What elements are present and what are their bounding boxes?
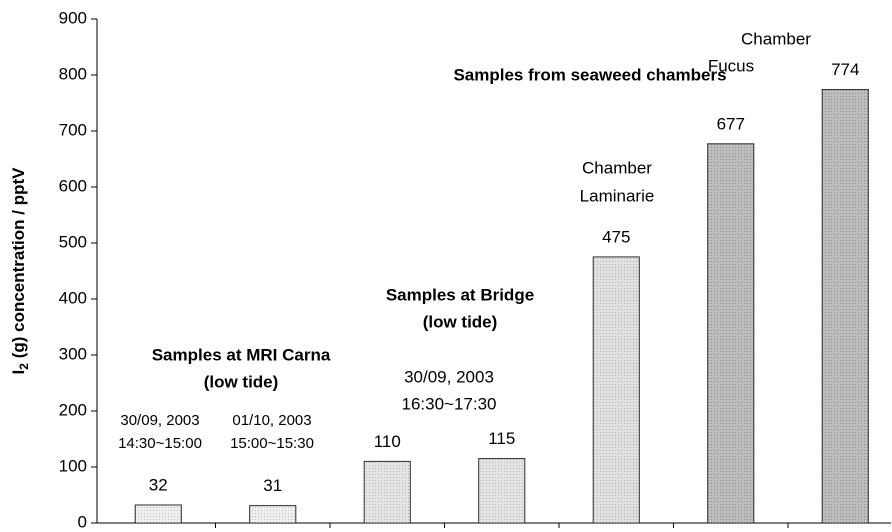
bar-group [592,256,640,524]
bar-texture [364,461,411,523]
annotation: (low tide) [204,372,279,391]
annotation: 16:30~17:30 [401,394,496,413]
bar-texture [478,458,525,523]
value-label: 677 [717,114,745,133]
y-tick-label: 0 [78,512,87,531]
bar-texture [135,505,182,523]
y-axis-label-main: I [9,370,28,375]
value-label: 31 [263,476,282,495]
y-tick-label: 700 [59,120,87,139]
y-tick-label: 400 [59,288,87,307]
annotation: Samples at Bridge [386,285,534,304]
annotation: Fucus [708,56,754,75]
bar-texture [707,143,754,523]
value-label: 110 [374,432,401,451]
y-axis-label-sub: 2 [17,363,31,370]
y-tick-label: 100 [59,456,87,475]
bar-group [821,89,869,524]
annotation: Laminarie [580,186,655,205]
y-tick-label: 200 [59,400,87,419]
y-tick-label: 500 [59,232,87,251]
annotation: Chamber [582,158,652,177]
bar-group [478,458,526,524]
y-axis-label: I2 (g) concentration / pptV [9,167,31,375]
annotation: 15:00~15:30 [230,435,314,452]
annotation: 14:30~15:00 [118,435,202,452]
y-tick-label: 600 [59,176,87,195]
annotation: Samples from seaweed chambers [453,65,726,84]
bar-texture [593,257,640,523]
annotation: (low tide) [423,312,498,331]
y-tick-label: 900 [59,8,87,27]
bar-texture [249,505,296,523]
value-label: 32 [149,476,168,495]
value-label: 774 [831,60,859,79]
annotation: Samples at MRI Carna [152,345,331,364]
bar-group [249,505,297,524]
y-tick-label: 300 [59,344,87,363]
value-label: 115 [488,429,515,448]
value-label: 475 [602,227,630,246]
annotation: 30/09, 2003 [120,412,199,429]
y-tick-label: 800 [59,64,87,83]
annotation: 01/10, 2003 [232,412,311,429]
bar-group [363,460,411,524]
y-axis-label-rest: (g) concentration / pptV [9,167,28,363]
bar-group [134,504,182,524]
annotation: 30/09, 2003 [404,367,494,386]
annotation: Chamber [741,29,811,48]
bar-group [707,143,755,524]
bar-texture [822,89,869,523]
